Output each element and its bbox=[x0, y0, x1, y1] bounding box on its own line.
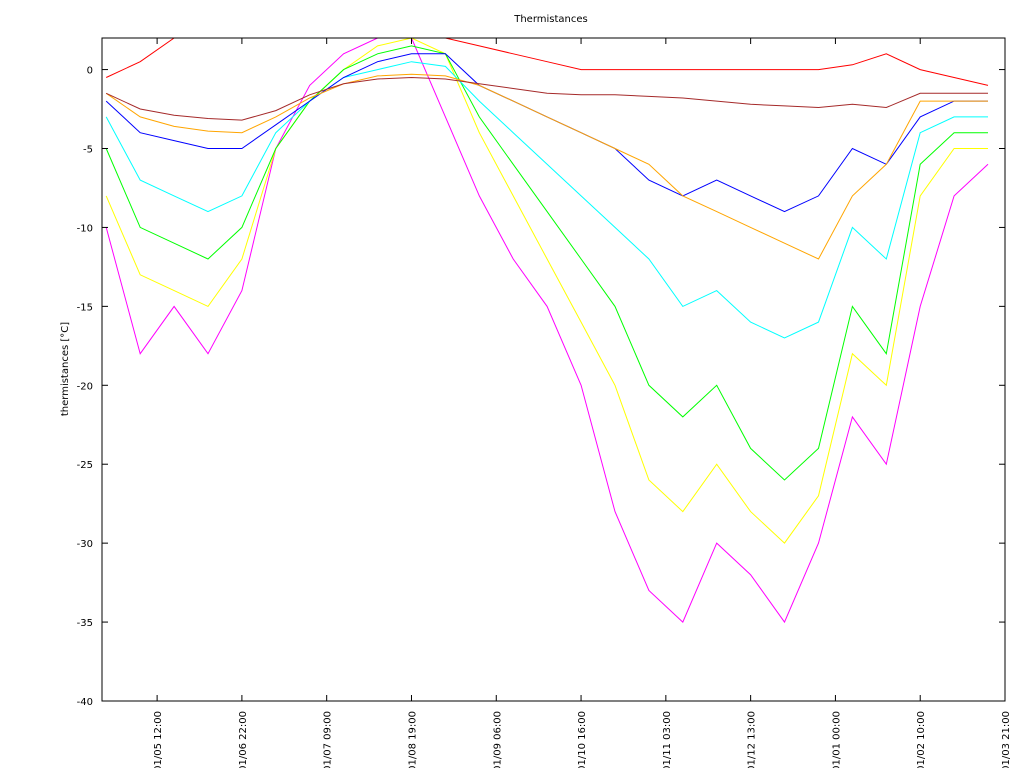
x-tick-label: 01/01 00:00 bbox=[831, 711, 842, 768]
y-tick-label: -25 bbox=[77, 460, 93, 471]
x-tick-label: 01/02 10:00 bbox=[916, 711, 927, 768]
y-tick-label: -30 bbox=[77, 539, 93, 550]
x-tick-label: 01/11 03:00 bbox=[662, 711, 673, 768]
y-tick-label: 0 bbox=[87, 66, 93, 77]
x-tick-label: 01/09 06:00 bbox=[492, 711, 503, 768]
x-tick-label: 01/03 21:00 bbox=[1001, 711, 1012, 768]
plot-area bbox=[105, 38, 989, 624]
series-line bbox=[105, 76, 988, 121]
y-tick-label: -15 bbox=[77, 302, 93, 313]
y-tick-label: -5 bbox=[83, 145, 93, 156]
series-line bbox=[105, 45, 988, 481]
series-line bbox=[105, 38, 989, 624]
y-axis-label: thermistances [°C] bbox=[60, 322, 71, 416]
plot-frame bbox=[101, 37, 1006, 702]
x-tick-label: 01/05 12:00 bbox=[153, 711, 164, 768]
y-tick-label: -20 bbox=[77, 381, 93, 392]
chart-title: Thermistances bbox=[513, 14, 588, 25]
x-tick-label: 01/08 19:00 bbox=[407, 711, 418, 768]
series-line bbox=[105, 73, 988, 260]
series-line bbox=[105, 38, 988, 544]
x-tick-label: 01/10 16:00 bbox=[577, 711, 588, 768]
x-tick-label: 01/07 09:00 bbox=[323, 711, 334, 768]
series-line bbox=[105, 38, 989, 86]
x-tick-label: 01/12 13:00 bbox=[747, 711, 758, 768]
x-tick-label: 01/06 22:00 bbox=[238, 711, 249, 768]
y-tick-label: -35 bbox=[77, 618, 93, 629]
series-line bbox=[105, 61, 988, 339]
y-tick-label: -40 bbox=[77, 697, 93, 708]
y-tick-label: -10 bbox=[77, 223, 93, 234]
